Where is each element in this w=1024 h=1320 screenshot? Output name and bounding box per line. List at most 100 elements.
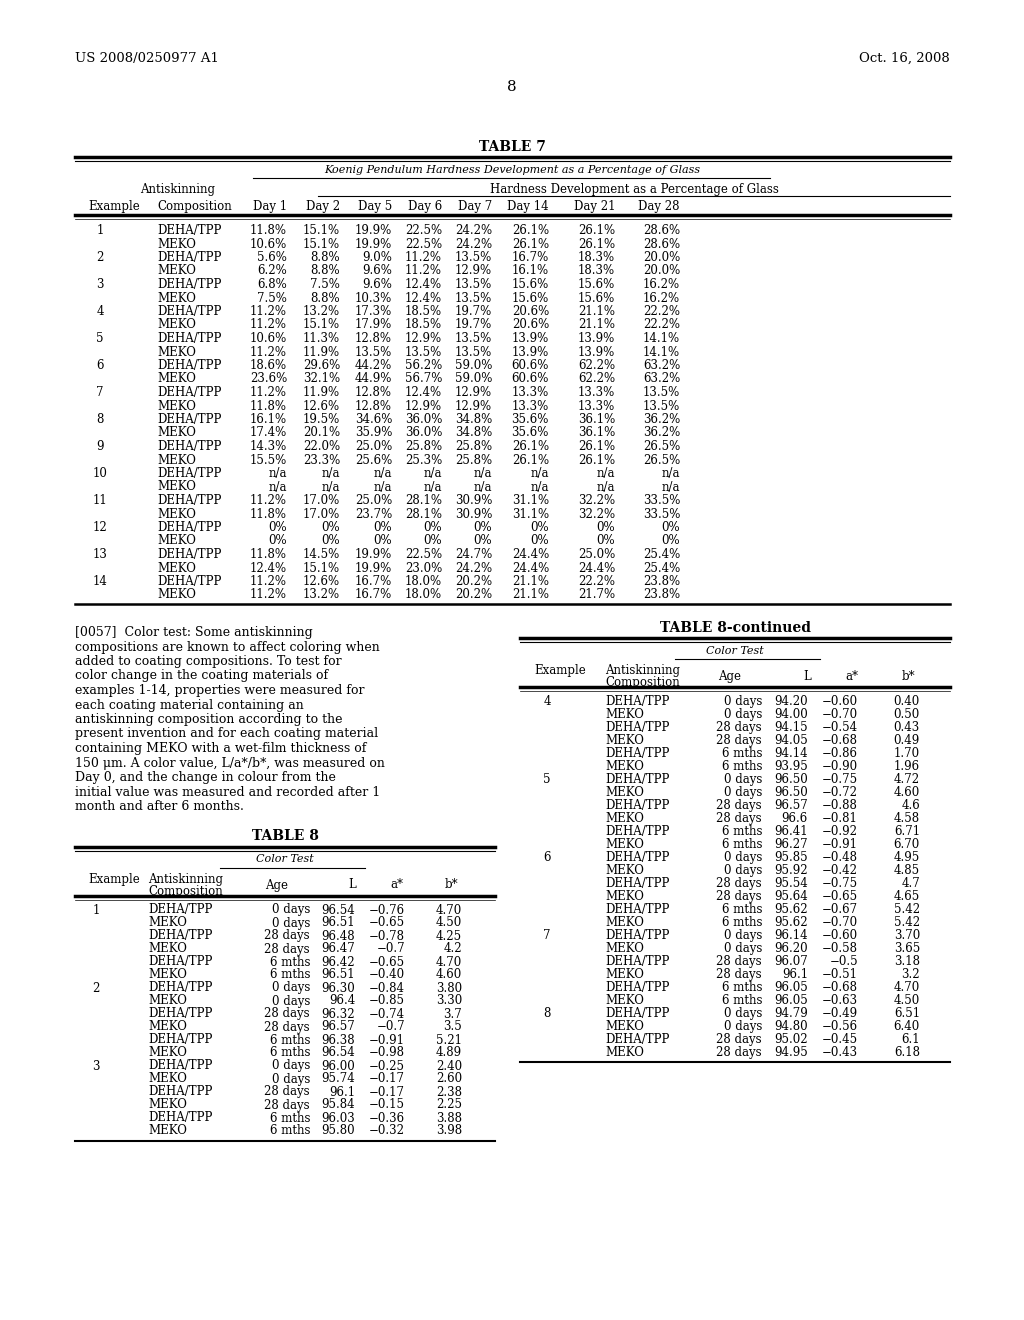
Text: 28 days: 28 days bbox=[264, 1020, 310, 1034]
Text: 23.3%: 23.3% bbox=[303, 454, 340, 466]
Text: 26.1%: 26.1% bbox=[512, 454, 549, 466]
Text: 28 days: 28 days bbox=[264, 929, 310, 942]
Text: 22.2%: 22.2% bbox=[578, 576, 615, 587]
Text: 0 days: 0 days bbox=[271, 916, 310, 929]
Text: 96.50: 96.50 bbox=[774, 774, 808, 785]
Text: −0.43: −0.43 bbox=[822, 1045, 858, 1059]
Text: 22.2%: 22.2% bbox=[643, 305, 680, 318]
Text: DEHA/TPP: DEHA/TPP bbox=[605, 1034, 670, 1045]
Text: 13.3%: 13.3% bbox=[512, 385, 549, 399]
Text: 0 days: 0 days bbox=[724, 774, 762, 785]
Text: 95.62: 95.62 bbox=[774, 903, 808, 916]
Text: 18.5%: 18.5% bbox=[404, 305, 442, 318]
Text: 0.40: 0.40 bbox=[894, 696, 920, 708]
Text: 11.8%: 11.8% bbox=[250, 224, 287, 238]
Text: 96.14: 96.14 bbox=[774, 929, 808, 942]
Text: 17.0%: 17.0% bbox=[303, 494, 340, 507]
Text: Hardness Development as a Percentage of Glass: Hardness Development as a Percentage of … bbox=[489, 183, 778, 195]
Text: 30.9%: 30.9% bbox=[455, 494, 492, 507]
Text: DEHA/TPP: DEHA/TPP bbox=[148, 1034, 212, 1047]
Text: 16.1%: 16.1% bbox=[512, 264, 549, 277]
Text: 11.2%: 11.2% bbox=[250, 385, 287, 399]
Text: 6.40: 6.40 bbox=[894, 1020, 920, 1034]
Text: MEKO: MEKO bbox=[605, 890, 644, 903]
Text: MEKO: MEKO bbox=[605, 968, 644, 981]
Text: −0.40: −0.40 bbox=[369, 969, 406, 982]
Text: 14.3%: 14.3% bbox=[250, 440, 287, 453]
Text: 16.7%: 16.7% bbox=[354, 589, 392, 602]
Text: MEKO: MEKO bbox=[157, 238, 196, 251]
Text: 8.8%: 8.8% bbox=[310, 292, 340, 305]
Text: 19.9%: 19.9% bbox=[354, 561, 392, 574]
Text: 6.70: 6.70 bbox=[894, 838, 920, 851]
Text: 0%: 0% bbox=[473, 535, 492, 548]
Text: Composition: Composition bbox=[148, 884, 223, 898]
Text: MEKO: MEKO bbox=[157, 400, 196, 412]
Text: Antiskinning: Antiskinning bbox=[605, 664, 680, 677]
Text: MEKO: MEKO bbox=[157, 346, 196, 359]
Text: 4.70: 4.70 bbox=[894, 981, 920, 994]
Text: 13.3%: 13.3% bbox=[512, 400, 549, 412]
Text: 36.0%: 36.0% bbox=[404, 413, 442, 426]
Text: 17.3%: 17.3% bbox=[354, 305, 392, 318]
Text: 94.14: 94.14 bbox=[774, 747, 808, 760]
Text: MEKO: MEKO bbox=[605, 760, 644, 774]
Text: 26.5%: 26.5% bbox=[643, 454, 680, 466]
Text: 96.32: 96.32 bbox=[322, 1007, 355, 1020]
Text: −0.98: −0.98 bbox=[369, 1047, 406, 1060]
Text: 25.0%: 25.0% bbox=[354, 440, 392, 453]
Text: 0 days: 0 days bbox=[271, 994, 310, 1007]
Text: 35.6%: 35.6% bbox=[512, 413, 549, 426]
Text: 0%: 0% bbox=[322, 521, 340, 535]
Text: 19.7%: 19.7% bbox=[455, 318, 492, 331]
Text: MEKO: MEKO bbox=[605, 942, 644, 954]
Text: MEKO: MEKO bbox=[148, 916, 186, 929]
Text: 60.6%: 60.6% bbox=[512, 372, 549, 385]
Text: 96.51: 96.51 bbox=[322, 916, 355, 929]
Text: 44.9%: 44.9% bbox=[354, 372, 392, 385]
Text: 96.54: 96.54 bbox=[322, 1047, 355, 1060]
Text: 95.80: 95.80 bbox=[322, 1125, 355, 1138]
Text: 4.95: 4.95 bbox=[894, 851, 920, 865]
Text: DEHA/TPP: DEHA/TPP bbox=[157, 305, 221, 318]
Text: n/a: n/a bbox=[473, 480, 492, 494]
Text: 4.85: 4.85 bbox=[894, 865, 920, 876]
Text: 10: 10 bbox=[92, 467, 108, 480]
Text: n/a: n/a bbox=[473, 467, 492, 480]
Text: 4: 4 bbox=[544, 696, 551, 708]
Text: 13.5%: 13.5% bbox=[643, 400, 680, 412]
Text: 13.9%: 13.9% bbox=[512, 333, 549, 345]
Text: DEHA/TPP: DEHA/TPP bbox=[157, 333, 221, 345]
Text: 24.2%: 24.2% bbox=[455, 238, 492, 251]
Text: 3.98: 3.98 bbox=[436, 1125, 462, 1138]
Text: DEHA/TPP: DEHA/TPP bbox=[605, 903, 670, 916]
Text: 32.2%: 32.2% bbox=[578, 507, 615, 520]
Text: 14.5%: 14.5% bbox=[303, 548, 340, 561]
Text: 0 days: 0 days bbox=[724, 1007, 762, 1020]
Text: 5.6%: 5.6% bbox=[257, 251, 287, 264]
Text: 4.58: 4.58 bbox=[894, 812, 920, 825]
Text: 6 mths: 6 mths bbox=[269, 1125, 310, 1138]
Text: 15.6%: 15.6% bbox=[512, 279, 549, 290]
Text: 18.5%: 18.5% bbox=[404, 318, 442, 331]
Text: 0 days: 0 days bbox=[271, 1060, 310, 1072]
Text: 9.0%: 9.0% bbox=[362, 251, 392, 264]
Text: 18.0%: 18.0% bbox=[404, 589, 442, 602]
Text: n/a: n/a bbox=[530, 467, 549, 480]
Text: DEHA/TPP: DEHA/TPP bbox=[605, 825, 670, 838]
Text: 96.38: 96.38 bbox=[322, 1034, 355, 1047]
Text: containing MEKO with a wet-film thickness of: containing MEKO with a wet-film thicknes… bbox=[75, 742, 367, 755]
Text: 28 days: 28 days bbox=[264, 1007, 310, 1020]
Text: DEHA/TPP: DEHA/TPP bbox=[157, 224, 221, 238]
Text: 7.5%: 7.5% bbox=[257, 292, 287, 305]
Text: 15.1%: 15.1% bbox=[303, 561, 340, 574]
Text: 16.2%: 16.2% bbox=[643, 279, 680, 290]
Text: 28 days: 28 days bbox=[717, 721, 762, 734]
Text: MEKO: MEKO bbox=[605, 994, 644, 1007]
Text: 21.1%: 21.1% bbox=[512, 589, 549, 602]
Text: −0.58: −0.58 bbox=[822, 942, 858, 954]
Text: Composition: Composition bbox=[157, 201, 231, 213]
Text: MEKO: MEKO bbox=[157, 589, 196, 602]
Text: 4: 4 bbox=[96, 305, 103, 318]
Text: 9.6%: 9.6% bbox=[362, 279, 392, 290]
